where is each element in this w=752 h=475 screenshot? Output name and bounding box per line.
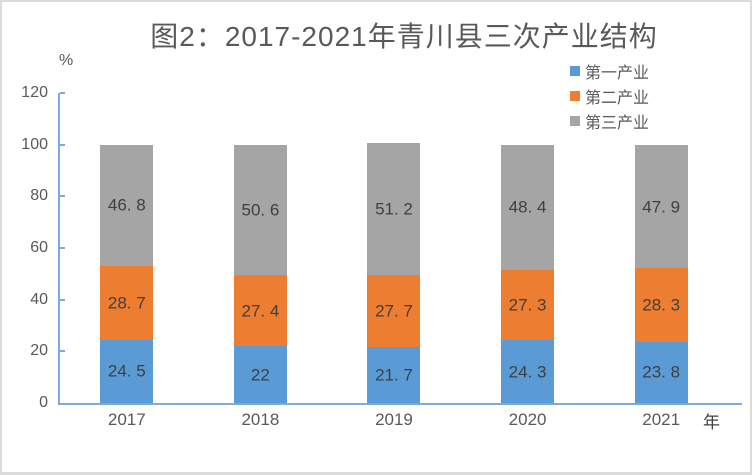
bar-stack-2020: 48. 4 27. 3 24. 3 <box>501 144 555 403</box>
bar-value-label: 28. 3 <box>642 295 681 315</box>
bar-value-label: 27. 3 <box>508 295 547 315</box>
chart-title: 图2：2017-2021年青川县三次产业结构 <box>150 21 658 52</box>
x-axis-unit-label: 年 <box>703 413 720 432</box>
bar-segment-secondary-industry-2017: 28. 7 <box>100 265 154 340</box>
bar-value-label: 28. 7 <box>107 293 146 313</box>
bar-segment-tertiary-industry-2019: 51. 2 <box>367 143 421 276</box>
y-tick-mark <box>60 195 65 198</box>
legend-swatch-secondary-industry <box>570 90 580 101</box>
legend-label: 第一产业 <box>585 64 650 82</box>
y-axis-line <box>58 93 60 405</box>
bar-stack-2019: 51. 2 27. 7 21. 7 <box>367 143 421 403</box>
bar-segment-primary-industry-2021: 23. 8 <box>634 341 688 403</box>
bar-value-label: 46. 8 <box>107 195 146 215</box>
bar-value-label: 23. 8 <box>642 362 681 382</box>
bar-value-label: 24. 3 <box>508 362 547 382</box>
y-tick-mark <box>60 350 65 353</box>
y-tick-mark <box>60 298 65 301</box>
legend-label: 第三产业 <box>585 114 650 132</box>
x-tick-label-2017: 2017 <box>107 410 146 429</box>
y-tick-label: 0 <box>39 394 48 411</box>
bar-value-label: 27. 4 <box>241 301 280 321</box>
bar-value-label: 27. 7 <box>375 301 413 321</box>
y-tick-label: 80 <box>30 187 48 205</box>
legend-swatch-tertiary-industry <box>570 115 580 126</box>
bar-segment-secondary-industry-2019: 27. 7 <box>367 275 421 347</box>
bar-segment-secondary-industry-2021: 28. 3 <box>634 268 688 342</box>
bar-value-label: 21. 7 <box>375 365 413 385</box>
bar-stack-2017: 46. 8 28. 7 24. 5 <box>100 144 154 403</box>
bar-group-2018: 50. 6 27. 4 22 <box>194 93 328 403</box>
bar-segment-secondary-industry-2020: 27. 3 <box>501 269 555 341</box>
bar-group-2019: 51. 2 27. 7 21. 7 <box>327 93 461 403</box>
x-tick-label-2018: 2018 <box>241 410 280 429</box>
y-tick-label: 100 <box>21 135 48 153</box>
bar-segment-tertiary-industry-2017: 46. 8 <box>100 144 154 266</box>
x-tick-label-2021: 2021 <box>642 410 681 429</box>
y-tick-mark <box>60 143 65 146</box>
bar-value-label: 22 <box>250 365 270 385</box>
bar-segment-primary-industry-2017: 24. 5 <box>100 339 154 403</box>
bar-group-2020: 48. 4 27. 3 24. 3 <box>461 93 595 403</box>
x-axis-line <box>58 403 742 405</box>
legend-item-secondary-industry: 第二产业 <box>570 83 649 108</box>
bar-value-label: 50. 6 <box>241 200 280 220</box>
legend-item-primary-industry: 第一产业 <box>570 58 649 83</box>
bar-segment-primary-industry-2019: 21. 7 <box>367 346 421 403</box>
legend-item-tertiary-industry: 第三产业 <box>570 108 649 133</box>
bar-value-label: 48. 4 <box>508 197 547 217</box>
y-axis-unit-label: % <box>59 52 74 69</box>
bar-value-label: 47. 9 <box>642 197 681 217</box>
legend-swatch-primary-industry <box>570 65 580 76</box>
legend: 第一产业第二产业第三产业 <box>570 58 649 133</box>
bar-segment-tertiary-industry-2020: 48. 4 <box>501 144 555 270</box>
bar-group-2021: 47. 9 28. 3 23. 8 <box>594 93 728 403</box>
legend-label: 第二产业 <box>585 89 650 107</box>
x-tick-label-2019: 2019 <box>375 410 413 429</box>
y-tick-mark <box>60 92 65 94</box>
bar-segment-secondary-industry-2018: 27. 4 <box>233 275 287 347</box>
bar-stack-2018: 50. 6 27. 4 22 <box>233 144 287 403</box>
bar-value-label: 24. 5 <box>107 361 146 381</box>
bar-segment-primary-industry-2020: 24. 3 <box>501 340 555 403</box>
y-tick-label: 120 <box>21 84 48 101</box>
bar-segment-tertiary-industry-2021: 47. 9 <box>634 144 688 269</box>
bar-segment-primary-industry-2018: 22 <box>233 346 287 403</box>
bar-group-2017: 46. 8 28. 7 24. 5 <box>60 93 194 403</box>
x-axis-labels: 2017 2018 2019 2020 2021 <box>60 410 728 430</box>
y-tick-mark <box>60 247 65 249</box>
y-tick-label: 60 <box>30 239 48 256</box>
bar-stack-2021: 47. 9 28. 3 23. 8 <box>634 144 688 403</box>
bar-segment-tertiary-industry-2018: 50. 6 <box>233 144 287 276</box>
bar-value-label: 51. 2 <box>375 199 413 219</box>
plot-area: 46. 8 28. 7 24. 5 50. 6 27. 4 22 51. 2 27. 7 21.… <box>60 93 728 403</box>
y-tick-label: 40 <box>30 290 48 308</box>
y-tick-label: 20 <box>30 342 48 360</box>
x-tick-label-2020: 2020 <box>508 410 547 429</box>
